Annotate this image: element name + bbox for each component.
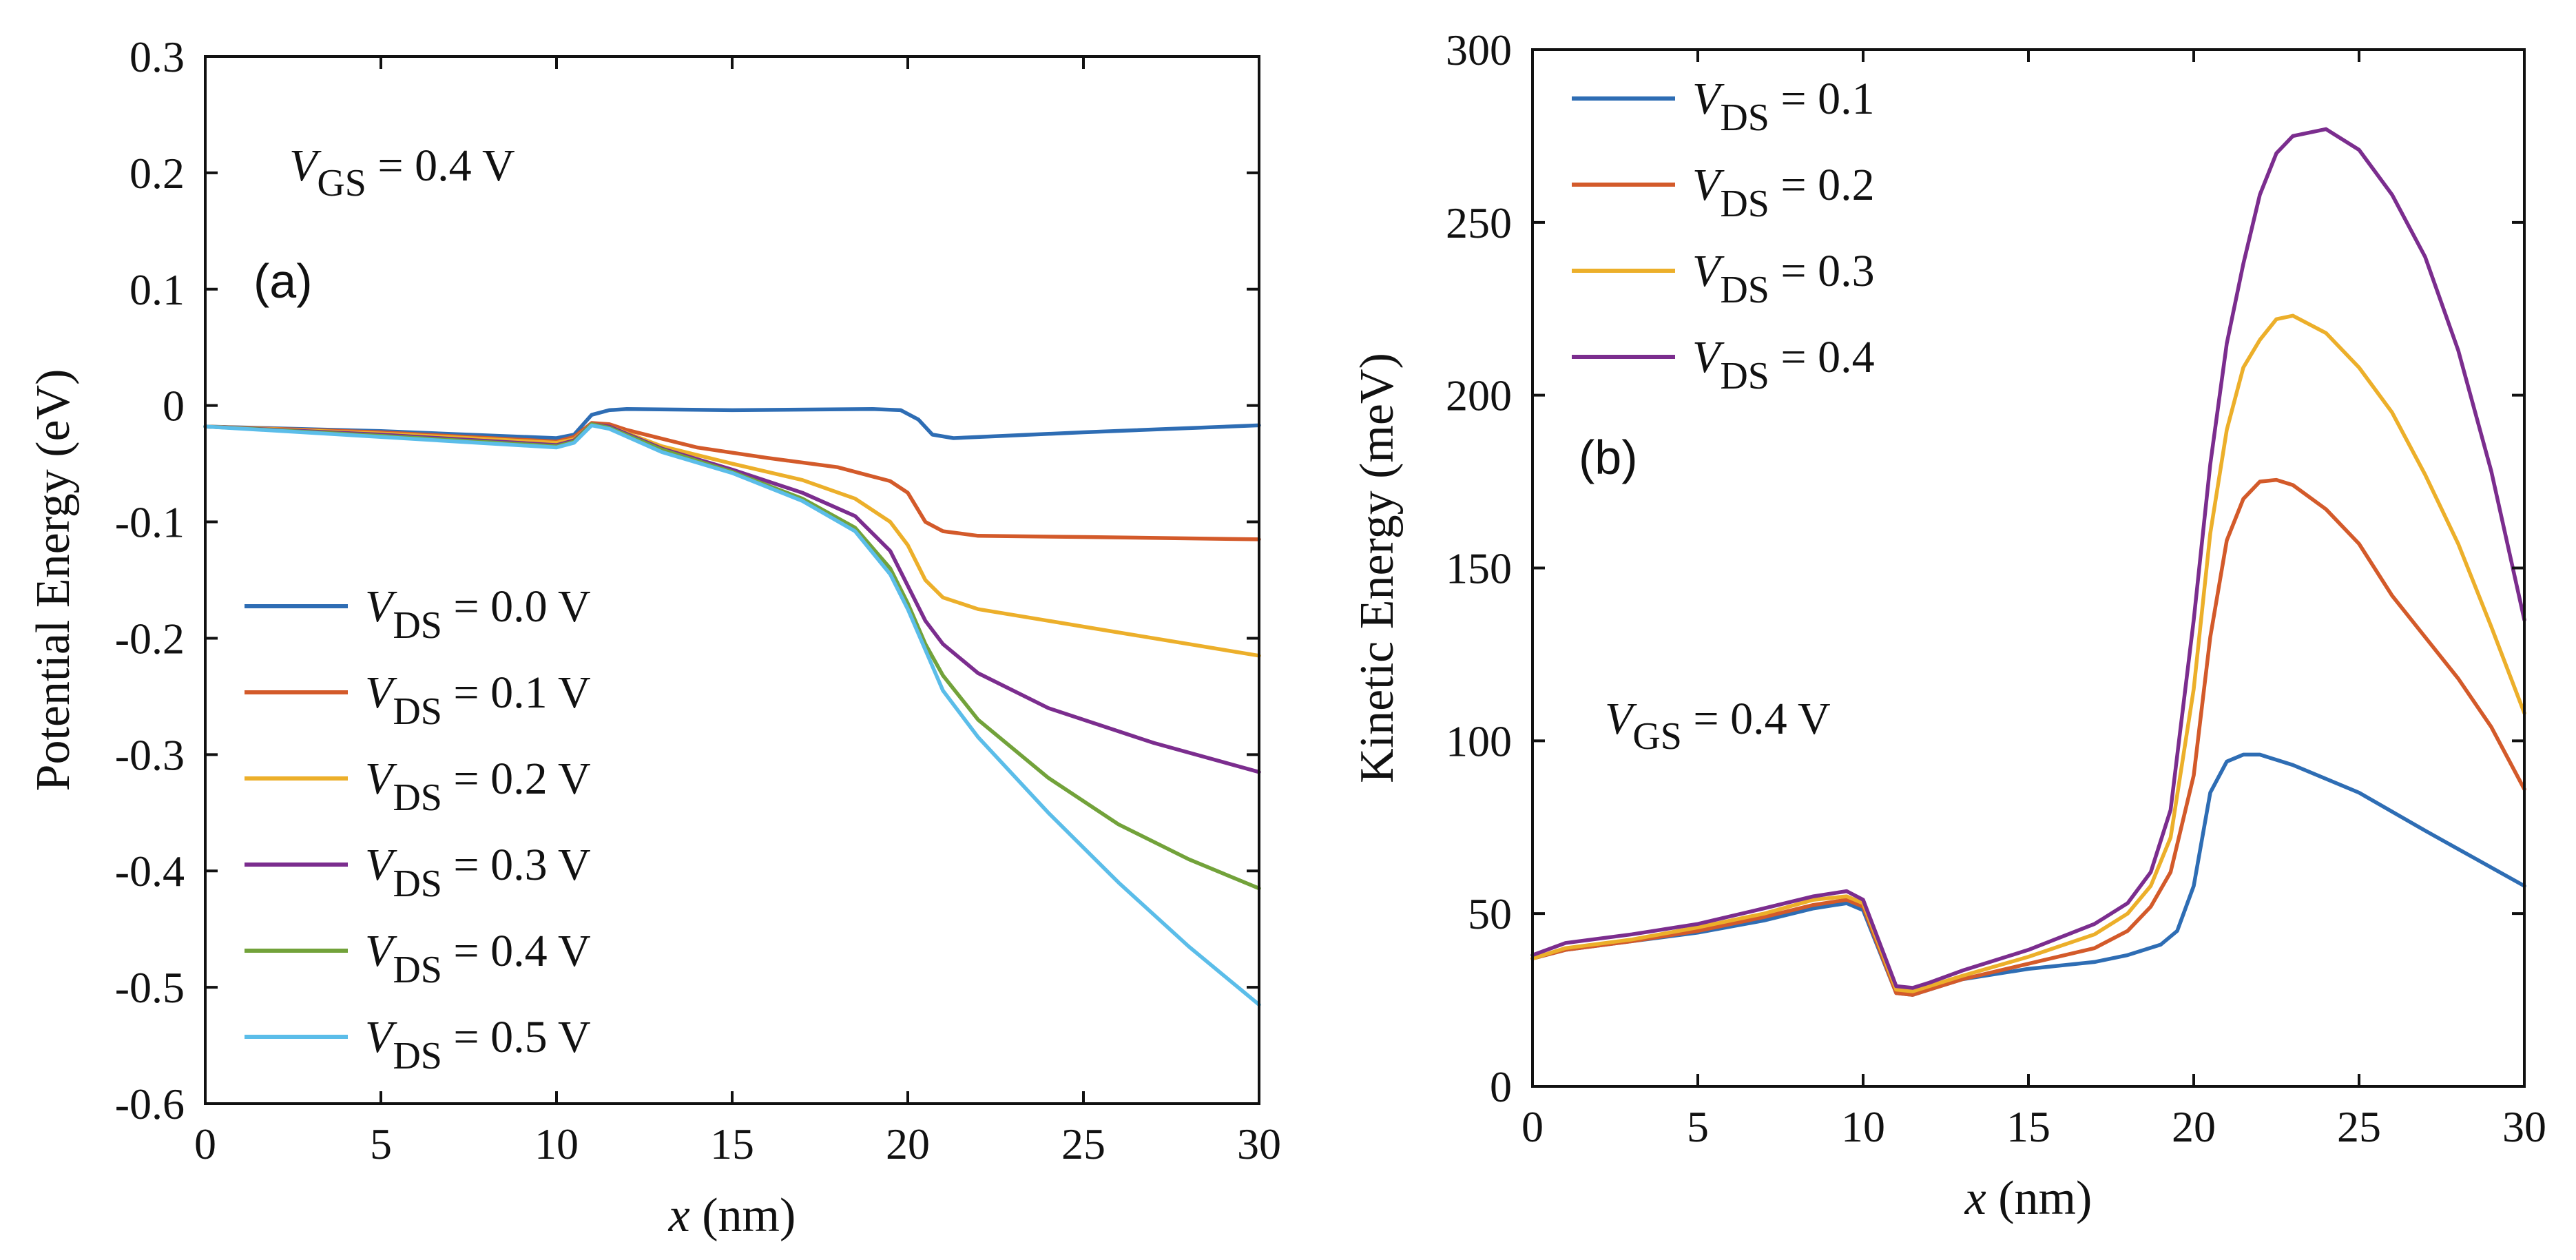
x-tick-label-a: 20	[886, 1119, 930, 1168]
y-tick-label-a: -0.3	[115, 730, 185, 779]
legend-label-a-2: VDS = 0.2 V	[365, 754, 591, 819]
y-tick-label-b: 300	[1446, 25, 1512, 74]
y-tick-label-b: 200	[1446, 371, 1512, 420]
legend-label-a-0: VDS = 0.0 V	[365, 581, 591, 647]
vgs-annotation-a: VGS = 0.4 V	[289, 141, 515, 205]
x-tick-label-b: 20	[2172, 1102, 2216, 1151]
y-tick-label-b: 250	[1446, 198, 1512, 247]
x-tick-label-b: 10	[1841, 1102, 1885, 1151]
x-tick-label-b: 5	[1687, 1102, 1709, 1151]
y-tick-label-a: 0.2	[129, 149, 185, 198]
y-tick-label-a: -0.4	[115, 847, 185, 896]
y-axis-label-b: Kinetic Energy (meV)	[1351, 353, 1404, 783]
vgs-annotation-b: VGS = 0.4 V	[1605, 694, 1831, 758]
x-tick-label-b: 30	[2502, 1102, 2546, 1151]
y-tick-label-a: -0.2	[115, 614, 185, 663]
x-tick-label-a: 15	[710, 1119, 754, 1168]
series-line-b-1	[1530, 477, 2526, 997]
series-line-b-2	[1530, 313, 2526, 993]
x-tick-label-b: 15	[2006, 1102, 2050, 1151]
x-tick-label-a: 5	[370, 1119, 392, 1168]
legend-label-a-3: VDS = 0.3 V	[365, 840, 591, 905]
legend-label-b-3: VDS = 0.4	[1692, 332, 1875, 397]
x-tick-label-b: 0	[1521, 1102, 1544, 1151]
legend-label-b-1: VDS = 0.2	[1692, 160, 1875, 225]
series-line-b-0	[1530, 752, 2526, 997]
y-tick-label-a: -0.1	[115, 498, 185, 547]
series-line-a-0	[203, 406, 1261, 440]
x-tick-label-b: 25	[2337, 1102, 2381, 1151]
x-tick-label-a: 10	[534, 1119, 579, 1168]
x-tick-label-a: 30	[1237, 1119, 1281, 1168]
legend-label-b-2: VDS = 0.3	[1692, 246, 1875, 311]
y-tick-label-b: 100	[1446, 716, 1512, 765]
panel-a-potential-energy: 0 5 10 15 20 25 30 -0.6 -0.5 -0.4 -0.3 -0.2 -0.1 0 0.1…	[27, 32, 1281, 1242]
y-tick-label-a: -0.6	[115, 1080, 185, 1128]
y-axis-label-a: Potential Energy (eV)	[27, 369, 80, 792]
y-tick-label-b: 150	[1446, 544, 1512, 593]
y-tick-label-a: 0.3	[129, 32, 185, 81]
panel-label-b: (b)	[1579, 431, 1638, 484]
x-tick-label-a: 0	[194, 1119, 216, 1168]
x-axis-label-a: x (nm)	[668, 1189, 796, 1242]
x-tick-label-a: 25	[1061, 1119, 1105, 1168]
panel-label-a: (a)	[253, 254, 313, 308]
y-tick-label-b: 0	[1490, 1062, 1512, 1111]
legend-label-b-0: VDS = 0.1	[1692, 74, 1875, 139]
y-tick-label-b: 50	[1468, 889, 1512, 938]
legend-label-a-4: VDS = 0.4 V	[365, 926, 591, 991]
y-tick-label-a: -0.5	[115, 963, 185, 1012]
legend-label-a-1: VDS = 0.1 V	[365, 668, 591, 733]
x-axis-label-b: x (nm)	[1964, 1172, 2092, 1225]
y-tick-label-a: 0.1	[129, 265, 185, 314]
series-line-a-5	[203, 423, 1261, 1007]
legend-label-a-5: VDS = 0.5 V	[365, 1012, 591, 1077]
series-line-b-3	[1530, 127, 2526, 990]
y-tick-label-a: 0	[163, 382, 185, 431]
